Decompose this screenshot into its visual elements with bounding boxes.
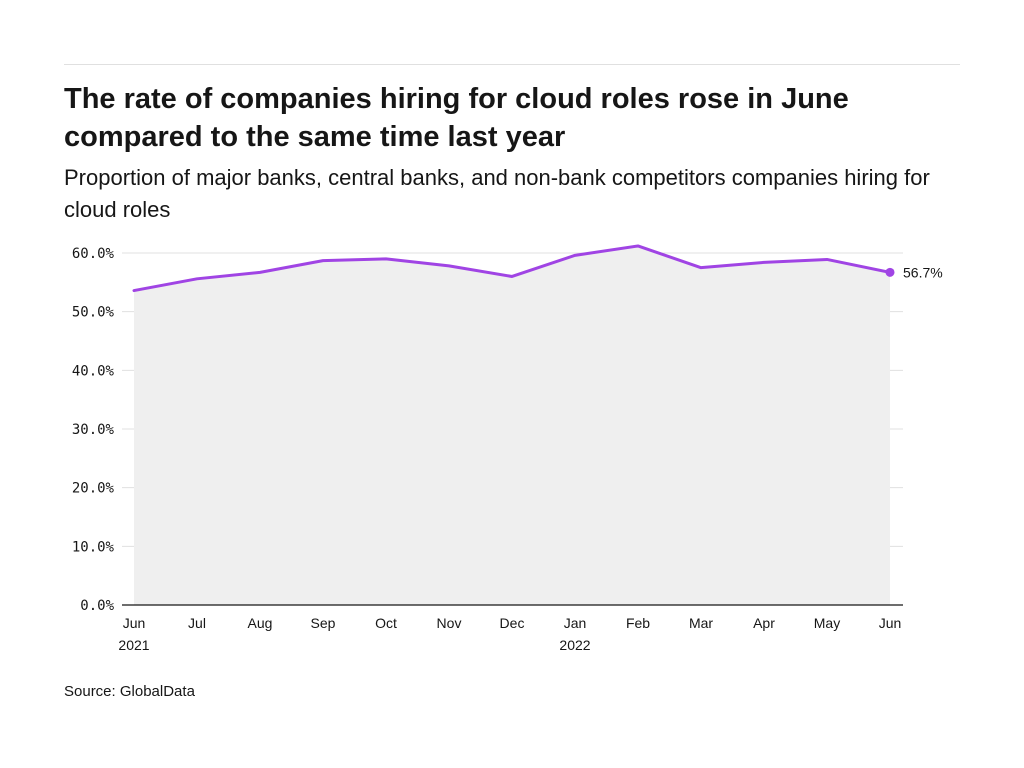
area-fill-layer (134, 245, 890, 605)
top-divider (64, 64, 960, 65)
x-tick-label: Mar (689, 615, 713, 631)
series-line (132, 244, 892, 293)
end-value-label: 56.7% (903, 264, 943, 280)
area-fill (134, 245, 890, 605)
y-tick-label: 60.0% (72, 246, 115, 262)
x-tick-label: Nov (437, 615, 462, 631)
x-tick-label: Feb (626, 615, 650, 631)
x-tick-label: Jul (188, 615, 206, 631)
chart-subtitle: Proportion of major banks, central banks… (64, 165, 930, 222)
x-tick-label: Jan (564, 615, 587, 631)
x-tick-label: Jun (879, 615, 902, 631)
x-tick-label: Jun (123, 615, 146, 631)
x-tick-label: Dec (500, 615, 525, 631)
x-tick-label: May (814, 615, 840, 631)
y-tick-label: 0.0% (80, 598, 114, 614)
end-point-marker (885, 267, 895, 277)
y-tick-label: 30.0% (72, 422, 115, 438)
x-tick-label: 2022 (559, 637, 590, 653)
x-tick-label: 2021 (118, 637, 149, 653)
y-tick-label: 40.0% (72, 363, 115, 379)
x-tick-label: Aug (248, 615, 273, 631)
series-line-layer (132, 244, 895, 293)
source-note: Source: GlobalData (64, 683, 195, 700)
y-tick-label: 50.0% (72, 305, 115, 321)
x-tick-label: Oct (375, 615, 397, 631)
y-tick-label: 20.0% (72, 481, 115, 497)
label-layer: 0.0% 10.0% 20.0% 30.0% 40.0% 50.0% 60.0% Jun 202… (72, 246, 943, 653)
y-tick-label: 10.0% (72, 539, 115, 555)
x-tick-label: Sep (311, 615, 336, 631)
chart-title: The rate of companies hiring for cloud r… (64, 83, 849, 153)
x-tick-label: Apr (753, 615, 775, 631)
